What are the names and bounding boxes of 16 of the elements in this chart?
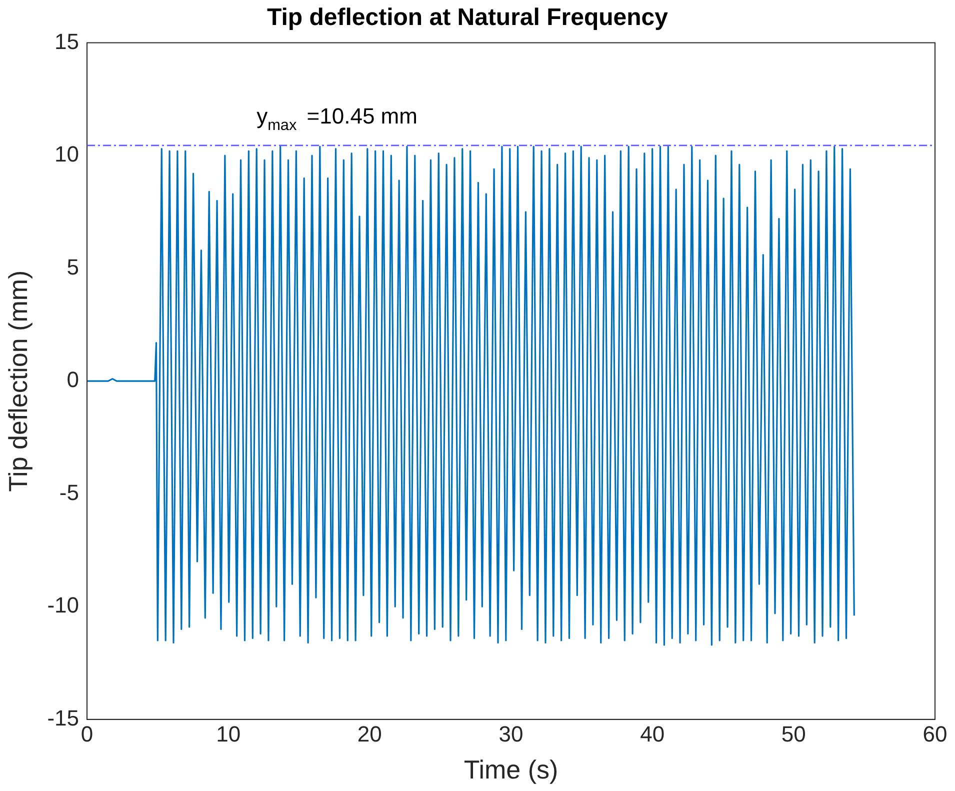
x-tick-label: 10 [216,722,241,747]
x-tick-label: 40 [640,722,665,747]
y-tick-label: -15 [47,705,79,730]
x-tick-label: 50 [781,722,806,747]
y-tick-label: -10 [47,592,79,618]
y-tick-label: 10 [54,142,79,167]
x-tick-label: 20 [357,722,382,747]
x-tick-label: 30 [498,722,524,747]
chart-title: Tip deflection at Natural Frequency [267,4,669,32]
y-tick-label: 0 [66,367,79,392]
y-tick-label: 15 [54,28,79,54]
y-tick-label: -5 [59,480,79,505]
y-axis-title: Tip deflection (mm) [2,270,33,492]
x-axis-title: Time (s) [464,754,558,785]
x-tick-label: 60 [922,722,948,747]
y-tick-label: 5 [66,254,79,280]
